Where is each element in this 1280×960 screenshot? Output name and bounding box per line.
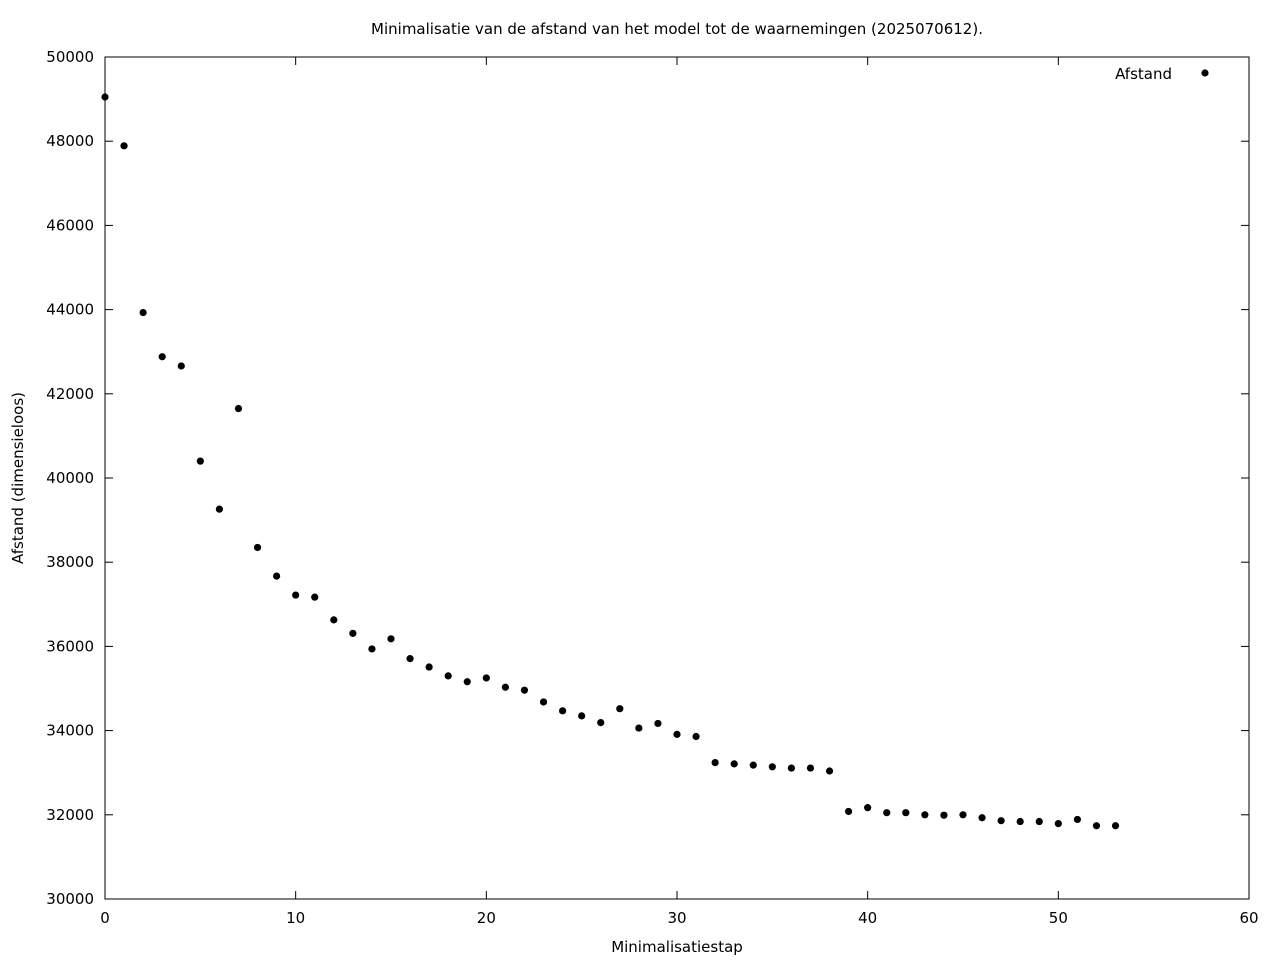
data-point [635,724,643,732]
y-tick-label: 48000 [46,132,94,150]
y-tick-label: 32000 [46,806,94,824]
data-point [711,758,719,767]
data-point [787,764,796,772]
data-point [616,705,624,713]
data-point [921,811,929,819]
data-point [234,404,243,413]
data-point [1111,822,1120,830]
data-point [349,629,357,637]
chart-title: Minimalisatie van de afstand van het mod… [371,20,983,38]
data-point [883,809,891,817]
data-point [520,686,529,694]
x-tick-label: 20 [477,909,496,927]
x-axis-label: Minimalisatiestap [611,938,743,956]
data-point [330,616,338,624]
data-point [482,674,490,682]
data-point [425,663,433,671]
data-point [559,707,567,715]
data-point [845,807,853,816]
data-point [1016,817,1024,826]
data-point [368,645,376,653]
data-point [215,505,223,513]
data-point [597,719,605,727]
legend-label: Afstand [1115,65,1172,83]
y-tick-label: 44000 [46,301,94,319]
y-tick-label: 34000 [46,722,94,740]
x-tick-label: 0 [100,909,110,927]
data-point [1092,822,1101,830]
data-point [654,719,662,728]
axis-ticks: 0 10 20 30 40 50 60 30000 32000 34000 36000 38000 40… [46,48,1258,927]
data-point [158,353,166,361]
data-point [825,767,834,775]
data-point [292,591,300,599]
y-tick-label: 38000 [46,553,94,571]
y-tick-label: 42000 [46,385,94,403]
x-tick-label: 50 [1049,909,1068,927]
data-point [387,635,395,643]
data-point [578,712,586,720]
data-point [940,811,948,819]
data-point [539,698,548,706]
legend-marker [1201,69,1209,77]
data-point [749,761,757,769]
plot-frame [104,56,1250,900]
y-tick-label: 30000 [46,890,94,908]
data-point [692,732,700,741]
data-point [864,804,872,812]
data-point [463,678,471,686]
data-point [902,809,910,817]
data-point [673,730,681,738]
data-point [1054,820,1062,828]
data-point [311,593,319,601]
data-point [444,672,452,680]
data-point [273,572,281,580]
y-tick-label: 40000 [46,469,94,487]
legend: Afstand [1115,65,1209,83]
data-point [730,760,738,768]
data-point [139,308,147,317]
data-point [406,655,414,663]
data-points [101,93,1120,830]
data-point [501,683,509,691]
data-point [253,543,262,552]
y-tick-label: 36000 [46,637,94,655]
data-point [978,814,986,822]
data-point [177,362,185,370]
data-point [959,811,967,819]
data-point [806,764,815,772]
x-tick-label: 10 [286,909,305,927]
data-point [1035,817,1043,826]
y-axis-label: Afstand (dimensieloos) [9,392,27,564]
y-tick-label: 50000 [46,48,94,66]
x-tick-label: 40 [858,909,877,927]
data-point [1073,815,1081,824]
data-point [196,457,204,465]
data-point [768,763,776,771]
data-point [120,142,128,150]
y-tick-label: 46000 [46,216,94,234]
x-tick-label: 30 [667,909,686,927]
data-point [997,817,1005,825]
x-tick-label: 60 [1239,909,1258,927]
